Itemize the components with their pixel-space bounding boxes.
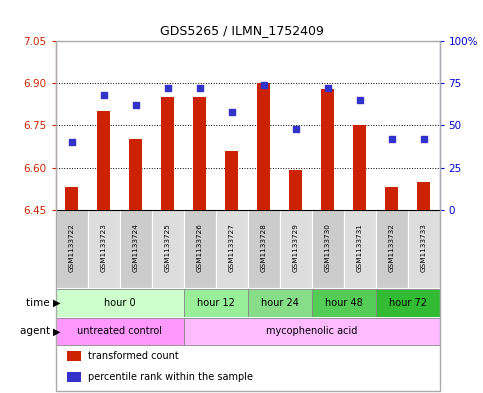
Bar [67, 372, 81, 382]
Bar [248, 210, 280, 288]
Text: agent: agent [20, 327, 53, 336]
Bar [98, 111, 110, 210]
Point [292, 126, 299, 132]
Text: GSM1133730: GSM1133730 [325, 223, 330, 272]
Bar [385, 187, 398, 210]
Bar [257, 83, 270, 210]
Text: time: time [26, 298, 53, 308]
Text: hour 24: hour 24 [261, 298, 298, 308]
Bar [343, 210, 376, 288]
Bar [120, 210, 152, 288]
Bar [226, 151, 238, 210]
Bar [215, 210, 248, 288]
Text: GSM1133726: GSM1133726 [197, 223, 202, 272]
Point [420, 136, 427, 142]
Bar [322, 89, 334, 210]
Text: hour 72: hour 72 [388, 298, 426, 308]
Point [99, 92, 107, 98]
Point [68, 139, 75, 145]
Bar [184, 289, 248, 317]
Point [260, 82, 268, 88]
Point [355, 97, 363, 103]
Bar [312, 289, 376, 317]
Bar [184, 318, 440, 345]
Bar [417, 182, 429, 210]
Bar [354, 125, 366, 210]
Bar [289, 171, 301, 210]
Bar [194, 97, 206, 210]
Point [132, 102, 140, 108]
Point [324, 85, 331, 91]
Bar [184, 210, 215, 288]
Text: hour 12: hour 12 [197, 298, 234, 308]
Text: untreated control: untreated control [77, 327, 162, 336]
Bar [129, 140, 142, 210]
Text: GSM1133732: GSM1133732 [388, 223, 395, 272]
Text: GSM1133723: GSM1133723 [100, 223, 107, 272]
Text: GSM1133725: GSM1133725 [165, 223, 170, 272]
Bar [248, 289, 312, 317]
Bar [87, 210, 120, 288]
Text: GSM1133733: GSM1133733 [421, 223, 426, 272]
Bar [408, 210, 440, 288]
Bar [66, 187, 78, 210]
Point [164, 85, 171, 91]
Text: GSM1133728: GSM1133728 [260, 223, 267, 272]
Bar [56, 210, 87, 288]
Text: percentile rank within the sample: percentile rank within the sample [88, 371, 253, 382]
Bar [280, 210, 312, 288]
Text: ▶: ▶ [53, 327, 61, 336]
Text: hour 48: hour 48 [325, 298, 362, 308]
Text: hour 0: hour 0 [104, 298, 135, 308]
Point [196, 85, 203, 91]
Bar [161, 97, 173, 210]
Point [227, 109, 235, 115]
Text: transformed count: transformed count [88, 351, 179, 361]
Bar [376, 210, 408, 288]
Text: mycophenolic acid: mycophenolic acid [266, 327, 357, 336]
Text: GSM1133727: GSM1133727 [228, 223, 235, 272]
Bar [56, 289, 184, 317]
Bar [67, 351, 81, 361]
Bar [56, 318, 184, 345]
Text: GDS5265 / ILMN_1752409: GDS5265 / ILMN_1752409 [159, 24, 324, 37]
Text: GSM1133731: GSM1133731 [356, 223, 363, 272]
Text: GSM1133722: GSM1133722 [69, 223, 74, 272]
Bar [312, 210, 343, 288]
Bar [376, 289, 440, 317]
Text: ▶: ▶ [53, 298, 61, 308]
Text: GSM1133729: GSM1133729 [293, 223, 298, 272]
Text: GSM1133724: GSM1133724 [132, 223, 139, 272]
Point [388, 136, 396, 142]
Bar [152, 210, 184, 288]
